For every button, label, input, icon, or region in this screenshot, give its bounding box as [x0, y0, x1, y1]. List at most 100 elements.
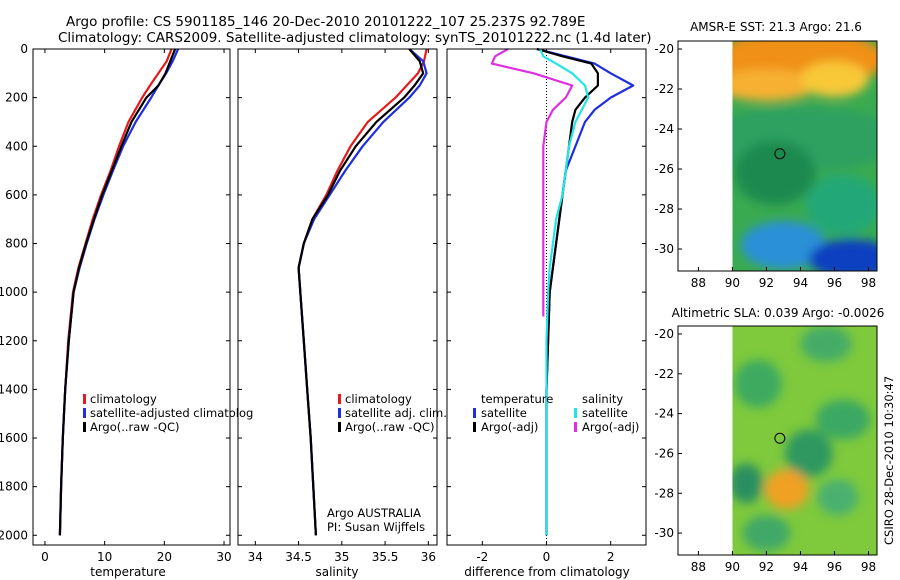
x-tick-label: 34.5 [285, 550, 312, 564]
plot-frame [237, 48, 438, 546]
x-tick-label: -2 [476, 550, 488, 564]
y-tick-label: -26 [654, 446, 674, 460]
series-line-climatology [58, 48, 173, 536]
series-line-argo-raw-qc- [58, 48, 177, 536]
difference-panel: -2 0 2 difference from climatology tempera… [446, 47, 647, 579]
y-tick-label: -28 [654, 486, 674, 500]
map-field [732, 326, 877, 555]
legend-swatch-temperature-satellite [473, 408, 476, 418]
legend-temperature-argo: Argo(-adj) [481, 420, 538, 434]
argo-position-marker [774, 148, 786, 160]
x-tick-label: 92 [759, 276, 774, 290]
map-blob [805, 175, 878, 235]
y-tick-label: 1000 [0, 285, 28, 299]
x-tick-label: 90 [725, 276, 740, 290]
sst-map-plot: 88 90 92 94 96 98 -20 -22 -24 -26 -28 -30 [654, 40, 878, 290]
legend-climatology: climatology [345, 392, 412, 406]
series-line-salinity-argo-adj- [490, 48, 574, 317]
sst-map-title: AMSR-E SST: 21.3 Argo: 21.6 [690, 20, 862, 34]
legend-climatology: climatology [90, 392, 157, 406]
annotation-pi: PI: Susan Wijffels [327, 520, 425, 534]
salinity-panel: 34 34.5 35 35.5 36 salinity climatology sate… [237, 48, 447, 579]
temperature-xlabel: temperature [90, 565, 165, 579]
y-tick-label: 600 [5, 188, 28, 202]
x-tick-label: 94 [793, 276, 808, 290]
x-tick-label: 36 [421, 550, 436, 564]
y-tick-label: -22 [654, 82, 674, 96]
map-blob [800, 61, 869, 97]
legend-argo: Argo(..raw -QC) [90, 420, 180, 434]
difference-plot: -2 0 2 [446, 47, 647, 564]
x-tick-label: 96 [827, 560, 842, 574]
salinity-xlabel: salinity [315, 565, 358, 579]
y-tick-label: 200 [5, 91, 28, 105]
legend-swatch-climatology [338, 394, 341, 404]
y-tick-label: -22 [654, 367, 674, 381]
x-tick-label: 88 [691, 276, 706, 290]
map-blobs [732, 41, 878, 271]
series-line-salinity-satellite [539, 48, 590, 536]
legend-satellite: satellite adj. clim. [345, 406, 447, 420]
x-tick-label: 2 [607, 550, 615, 564]
legend-swatch-satellite [83, 408, 86, 418]
sla-map-plot: 88 90 92 94 96 98 -20 -22 -24 -26 -28 -30 [654, 325, 878, 574]
temperature-panel: 0 10 20 30 0 200 400 600 800 1000 1200 1400 1600 1800… [0, 42, 253, 579]
series-line-temperature-satellite [536, 47, 635, 536]
x-tick-label: 35.5 [372, 550, 399, 564]
map-blob [732, 463, 764, 504]
map-blob [815, 399, 871, 440]
y-tick-label: -24 [654, 407, 674, 421]
map-blob [734, 359, 782, 408]
map-frame [677, 325, 878, 556]
legend-swatch-climatology [83, 394, 86, 404]
difference-legend: temperature satellite Argo(-adj) salinit… [473, 392, 639, 434]
legend-salinity-satellite: satellite [582, 406, 628, 420]
header-line-1: Argo profile: CS 5901185_146 20-Dec-2010… [66, 14, 585, 30]
sla-map-title: Altimetric SLA: 0.039 Argo: -0.0026 [672, 306, 885, 320]
series-line-satellite-adj-clim- [297, 48, 428, 536]
map-blob [808, 239, 878, 271]
y-tick-label: -26 [654, 162, 674, 176]
y-tick-label: 0 [20, 42, 28, 56]
x-tick-label: 20 [157, 550, 172, 564]
legend-temperature-satellite: satellite [481, 406, 527, 420]
temperature-legend: climatology satellite-adjusted climatolo… [83, 392, 253, 434]
y-tick-label: 400 [5, 139, 28, 153]
x-tick-label: 98 [861, 276, 876, 290]
sst-map-panel: AMSR-E SST: 21.3 Argo: 21.6 88 90 92 94 96 98… [654, 20, 878, 290]
map-blob [742, 515, 791, 552]
argo-position-marker [774, 432, 786, 444]
y-tick-label: -20 [654, 42, 674, 56]
y-tick-label: -28 [654, 202, 674, 216]
legend-swatch-argo [338, 422, 341, 432]
y-tick-label: 1200 [0, 334, 28, 348]
y-tick-label: 1400 [0, 382, 28, 396]
legend-salinity-argo: Argo(-adj) [582, 420, 639, 434]
series-line-argo-raw-qc- [297, 48, 425, 536]
x-tick-label: 90 [725, 560, 740, 574]
legend-satellite: satellite-adjusted climatolog [90, 406, 253, 420]
map-blobs [732, 326, 871, 552]
y-tick-label: 1600 [0, 431, 28, 445]
x-tick-label: 92 [759, 560, 774, 574]
x-tick-label: 30 [216, 550, 231, 564]
x-tick-label: 0 [41, 550, 49, 564]
legend-swatch-salinity-satellite [574, 408, 577, 418]
y-tick-label: -30 [654, 526, 674, 540]
salinity-plot: 34 34.5 35 35.5 36 [237, 48, 438, 564]
sla-map-panel: Altimetric SLA: 0.039 Argo: -0.0026 88 90… [654, 306, 884, 574]
y-tick-label: 1800 [0, 480, 28, 494]
legend-swatch-satellite [338, 408, 341, 418]
temperature-plot: 0 10 20 30 0 200 400 600 800 1000 1200 1400 1600 1800… [0, 42, 232, 564]
header-line-2: Climatology: CARS2009. Satellite-adjuste… [58, 30, 651, 46]
legend-swatch-argo [83, 422, 86, 432]
series-line-satellite-adjusted-climatology [58, 48, 180, 536]
side-label: CSIRO 28-Dec-2010 10:30:47 [882, 376, 896, 545]
y-tick-label: -24 [654, 122, 674, 136]
map-frame [677, 40, 878, 272]
map-blob [817, 479, 859, 516]
legend-swatch-temperature-argo [473, 422, 476, 432]
x-tick-label: 0 [543, 550, 551, 564]
map-blob [764, 469, 809, 510]
